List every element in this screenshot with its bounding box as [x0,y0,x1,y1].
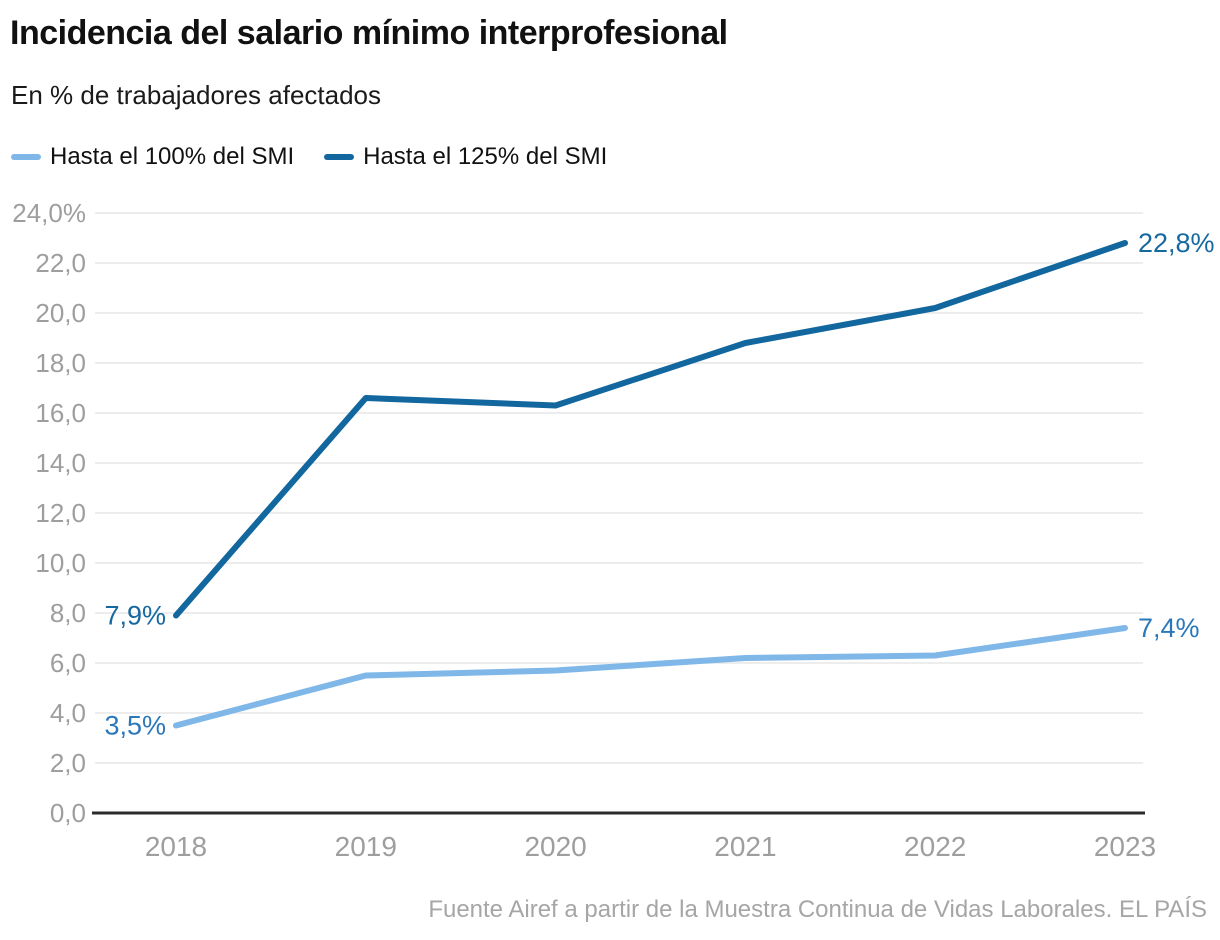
y-tick-label: 6,0 [50,648,86,678]
x-tick-label: 2023 [1094,831,1156,862]
legend-label-125-smi: Hasta el 125% del SMI [363,143,608,170]
x-tick-label: 2019 [335,831,397,862]
x-tick-label: 2021 [714,831,776,862]
data-label-start-125-smi: 7,9% [104,601,166,631]
data-label-end-100-smi: 7,4% [1138,613,1200,643]
y-tick-label: 4,0 [50,698,86,728]
y-tick-label: 8,0 [50,598,86,628]
legend-swatch-light-blue-icon [11,154,41,160]
y-tick-label: 10,0 [35,548,86,578]
legend-item-100-smi: Hasta el 100% del SMI [11,143,294,171]
legend-label-100-smi: Hasta el 100% del SMI [50,143,295,170]
y-tick-label: 20,0 [35,298,86,328]
legend-swatch-dark-blue-icon [324,154,355,160]
y-tick-label: 0,0 [50,798,86,828]
chart-subtitle: En % de trabajadores afectados [11,80,382,110]
y-tick-label: 22,0 [35,248,86,278]
x-tick-label: 2018 [145,831,207,862]
y-tick-label: 16,0 [35,398,86,428]
data-label-end-125-smi: 22,8% [1138,228,1215,258]
y-tick-label: 12,0 [35,498,86,528]
legend-item-125-smi: Hasta el 125% del SMI [324,143,607,171]
data-label-start-100-smi: 3,5% [104,711,166,741]
y-tick-label: 14,0 [35,448,86,478]
y-tick-label: 2,0 [50,748,86,778]
legend: Hasta el 100% del SMI Hasta el 125% del … [11,143,607,171]
series-line-100-smi [173,625,1128,729]
source-attribution: Fuente Airef a partir de la Muestra Cont… [428,896,1207,923]
x-tick-label: 2022 [904,831,966,862]
series-line-125-smi [173,240,1128,619]
x-tick-label: 2020 [524,831,586,862]
y-tick-label: 18,0 [35,348,86,378]
y-tick-label: 24,0% [12,198,86,228]
chart-title: Incidencia del salario mínimo interprofe… [10,14,728,52]
